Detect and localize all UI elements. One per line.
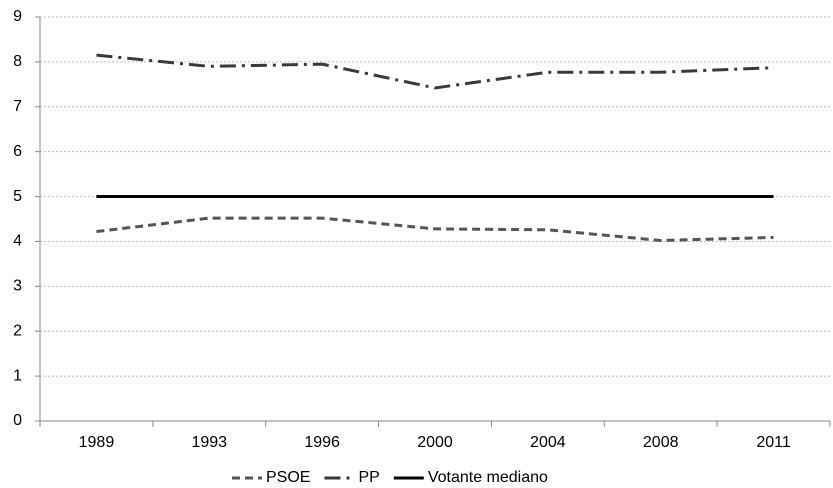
y-tick-label: 8 — [13, 53, 22, 70]
y-tick-label: 4 — [13, 233, 22, 250]
series-line — [96, 53, 774, 90]
x-tick-label: 1989 — [79, 434, 115, 451]
x-tick-label: 2008 — [643, 434, 679, 451]
y-tick-label: 9 — [13, 8, 22, 25]
y-tick-label: 7 — [13, 98, 22, 115]
y-tick-label: 0 — [13, 412, 22, 429]
y-tick-label: 6 — [13, 143, 22, 160]
legend-label: PP — [358, 469, 379, 486]
y-tick-label: 3 — [13, 278, 22, 295]
legend-label: PSOE — [266, 469, 310, 486]
x-tick-label: 2000 — [417, 434, 453, 451]
legend-label: Votante mediano — [428, 469, 548, 486]
x-tick-label: 2004 — [530, 434, 566, 451]
x-tick-label: 1993 — [191, 434, 227, 451]
y-tick-label: 1 — [13, 367, 22, 384]
y-tick-label: 5 — [13, 188, 22, 205]
y-tick-label: 2 — [13, 322, 22, 339]
x-tick-label: 2011 — [756, 434, 791, 451]
x-tick-label: 1996 — [304, 434, 340, 451]
series-line — [96, 216, 774, 243]
